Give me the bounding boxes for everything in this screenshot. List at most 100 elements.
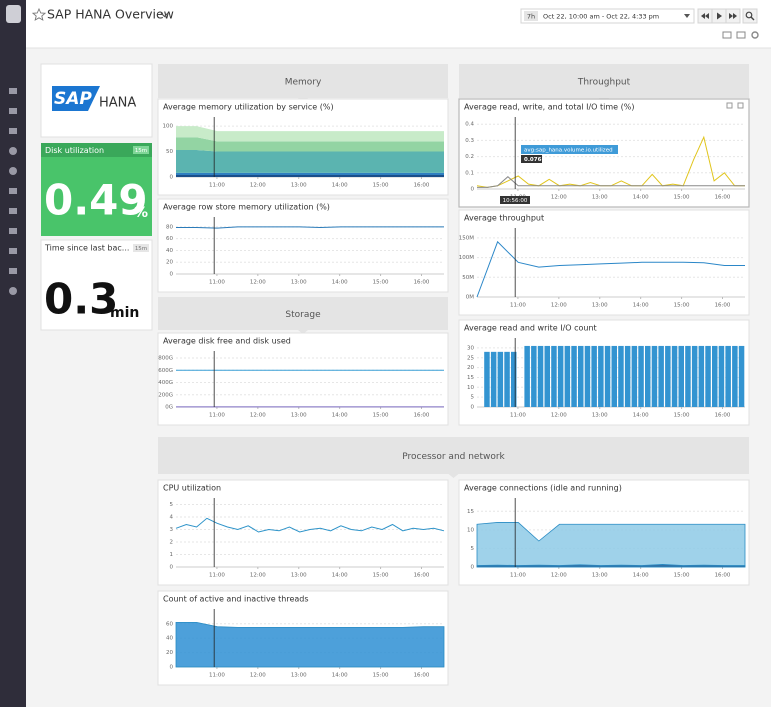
- y-tick-label: 30: [467, 345, 474, 351]
- chart-title: CPU utilization: [163, 484, 221, 493]
- x-tick-label: 16:00: [715, 413, 731, 419]
- export-icon[interactable]: [737, 102, 744, 109]
- tv-icon[interactable]: [736, 31, 746, 39]
- nav-icon[interactable]: [9, 287, 17, 295]
- backup-widget-title: Time since last bac...: [44, 244, 129, 253]
- x-tick-label: 13:00: [592, 573, 608, 579]
- nav-icon[interactable]: [9, 108, 17, 114]
- group-pointer: [448, 474, 459, 478]
- settings-icon[interactable]: [751, 31, 759, 39]
- chart-title: Average read, write, and total I/O time …: [464, 103, 634, 112]
- y-tick-label: 2: [170, 540, 174, 546]
- nav-icon[interactable]: [9, 88, 17, 94]
- forward-icon: [729, 13, 733, 19]
- area: [175, 621, 445, 668]
- list-icon[interactable]: [722, 31, 732, 39]
- bar: [604, 345, 611, 407]
- area: [476, 522, 746, 568]
- group-title: Storage: [285, 310, 321, 320]
- y-tick-label: 10: [467, 385, 474, 391]
- play-icon: [717, 12, 722, 20]
- backup-badge-bg: [133, 244, 149, 252]
- top-bar: [26, 0, 771, 48]
- time-picker[interactable]: [520, 8, 695, 24]
- group-title: Processor and network: [402, 452, 505, 462]
- y-tick-label: 0M: [466, 295, 474, 301]
- x-tick-label: 14:00: [633, 195, 649, 201]
- x-tick-label: 11:00: [209, 673, 225, 679]
- zoom-icon: [745, 11, 753, 19]
- line: [477, 176, 745, 188]
- nav-icon[interactable]: [9, 188, 17, 194]
- y-tick-label: 0.2: [465, 154, 474, 160]
- bar: [658, 345, 664, 407]
- chart-title: Average row store memory utilization (%): [163, 203, 330, 212]
- x-tick-label: 12:00: [551, 413, 567, 419]
- x-tick-label: 15:00: [373, 573, 389, 579]
- nav-icon[interactable]: [9, 208, 17, 214]
- y-tick-label: 800G: [158, 356, 173, 362]
- bar: [678, 345, 684, 407]
- y-tick-label: 15: [467, 375, 474, 381]
- bar: [571, 345, 577, 407]
- group-header: [459, 64, 749, 98]
- nav-logo[interactable]: [6, 5, 21, 23]
- y-tick-label: 60: [166, 621, 173, 627]
- bar: [611, 345, 617, 407]
- x-tick-label: 15:00: [373, 280, 389, 286]
- backup-badge: 15m: [135, 246, 147, 252]
- x-tick-label: 16:00: [414, 413, 430, 419]
- chart-widget: [157, 332, 449, 426]
- nav-icon[interactable]: [9, 167, 17, 175]
- nav-icon[interactable]: [9, 268, 17, 274]
- nav-icon[interactable]: [9, 128, 17, 134]
- chart-title: Average memory utilization by service (%…: [163, 103, 334, 112]
- x-tick-label: 11:00: [209, 573, 225, 579]
- bar: [631, 345, 638, 407]
- disk-widget: [41, 143, 152, 236]
- x-tick-label: 16:00: [715, 303, 731, 309]
- range-badge: 7h: [527, 13, 535, 21]
- zoom-button[interactable]: [742, 8, 758, 24]
- y-tick-label: 5: [170, 502, 174, 508]
- nav-icon[interactable]: [9, 228, 17, 234]
- expand-icon[interactable]: [726, 102, 733, 109]
- backup-unit: min: [110, 305, 139, 321]
- bar: [591, 345, 597, 407]
- backup-value: 0.3: [44, 275, 118, 324]
- chart-title: Average disk free and disk used: [163, 337, 291, 346]
- bar: [537, 345, 544, 407]
- y-tick-label: 20: [467, 365, 474, 371]
- bar: [732, 345, 738, 407]
- x-tick-label: 14:00: [633, 303, 649, 309]
- chart-title: Average read and write I/O count: [464, 324, 597, 333]
- rewind-icon: [701, 13, 705, 19]
- chart-widget: [157, 198, 449, 293]
- y-tick-label: 0: [170, 272, 174, 278]
- disk-widget-title: Disk utilization: [45, 146, 104, 155]
- bar: [497, 351, 504, 407]
- y-tick-label: 0.1: [465, 170, 474, 176]
- disk-value: 0.49: [44, 176, 148, 225]
- sap-logo-box: [52, 86, 100, 111]
- line: [476, 240, 745, 298]
- bar: [511, 351, 517, 407]
- x-tick-label: 11:00: [209, 413, 225, 419]
- favorite-star[interactable]: [31, 7, 47, 21]
- bar: [705, 345, 711, 407]
- chart-title: Average throughput: [464, 214, 544, 223]
- time-picker-arrow: [684, 14, 690, 18]
- rewind-icon: [705, 13, 709, 19]
- title-menu[interactable]: [160, 12, 169, 18]
- nav-icon[interactable]: [9, 248, 17, 254]
- sap-logo-text: SAP: [54, 89, 92, 109]
- tooltip-time: 10:56:00: [503, 198, 528, 204]
- bar: [624, 345, 631, 407]
- chart-title: Count of active and inactive threads: [163, 595, 309, 604]
- x-tick-label: 15:00: [373, 673, 389, 679]
- nav-icon[interactable]: [9, 147, 17, 155]
- disk-badge-bg: [133, 146, 149, 154]
- group-header: [158, 64, 448, 98]
- bar: [598, 345, 604, 407]
- x-tick-label: 16:00: [414, 280, 430, 286]
